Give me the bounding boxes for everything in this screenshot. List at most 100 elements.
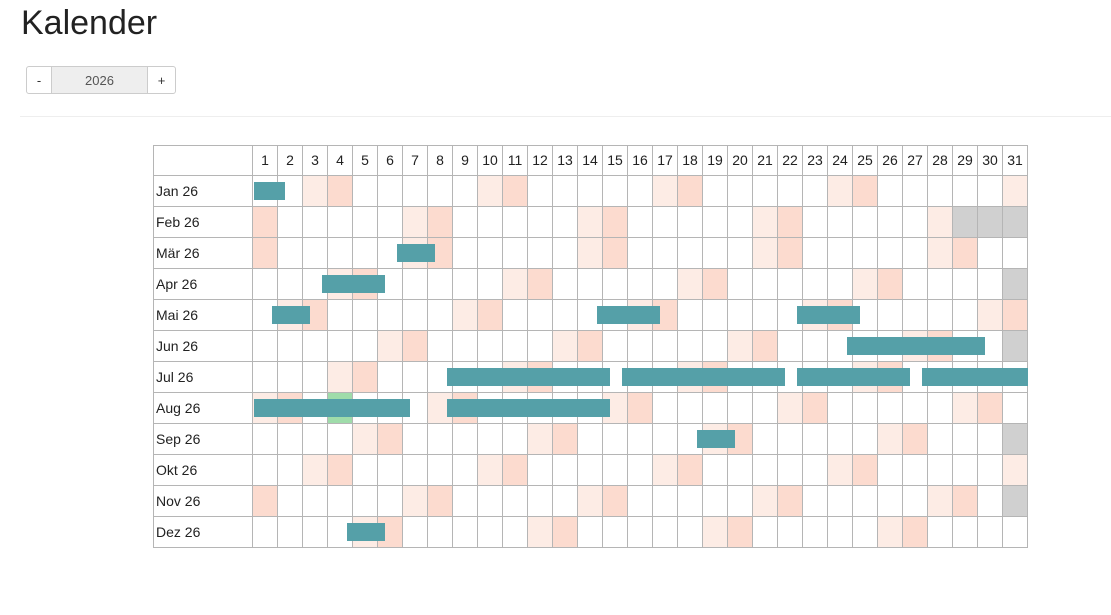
day-cell (728, 486, 753, 517)
day-cell (878, 486, 903, 517)
day-cell (778, 331, 803, 362)
year-input[interactable]: 2026 (51, 66, 148, 94)
day-header: 23 (803, 145, 828, 176)
day-cell (878, 207, 903, 238)
day-cell (903, 517, 928, 548)
day-cell (978, 238, 1003, 269)
day-cell (253, 362, 278, 393)
day-cell (403, 207, 428, 238)
day-header: 19 (703, 145, 728, 176)
day-cell (803, 238, 828, 269)
day-cell (403, 176, 428, 207)
day-cell (753, 207, 778, 238)
day-cell (728, 269, 753, 300)
day-cell (278, 238, 303, 269)
day-header: 7 (403, 145, 428, 176)
day-header: 4 (328, 145, 353, 176)
day-cell (853, 393, 878, 424)
day-cell (978, 517, 1003, 548)
month-label: Aug 26 (153, 393, 253, 424)
day-cell (578, 207, 603, 238)
day-cell (303, 331, 328, 362)
day-cell (478, 517, 503, 548)
day-cell (1003, 269, 1028, 300)
day-header: 21 (753, 145, 778, 176)
day-cell (878, 517, 903, 548)
day-cell (1003, 486, 1028, 517)
day-cell (478, 207, 503, 238)
day-cell (978, 424, 1003, 455)
day-cell (928, 455, 953, 486)
month-label: Jul 26 (153, 362, 253, 393)
day-cell (703, 331, 728, 362)
day-cell (403, 300, 428, 331)
day-cell (903, 176, 928, 207)
day-cell (253, 486, 278, 517)
day-cell (478, 455, 503, 486)
day-header: 30 (978, 145, 1003, 176)
table-border (153, 145, 1028, 548)
day-cell (928, 424, 953, 455)
day-cell (953, 207, 978, 238)
day-cell (778, 517, 803, 548)
day-cell (453, 300, 478, 331)
day-cell (653, 207, 678, 238)
day-cell (253, 269, 278, 300)
day-cell (953, 455, 978, 486)
day-cell (328, 331, 353, 362)
event-bar (254, 399, 410, 417)
day-cell (653, 238, 678, 269)
day-cell (403, 424, 428, 455)
day-cell (503, 207, 528, 238)
increment-button[interactable]: + (147, 66, 176, 94)
day-cell (603, 238, 628, 269)
day-cell (428, 517, 453, 548)
day-header: 26 (878, 145, 903, 176)
day-cell (378, 331, 403, 362)
day-cell (828, 486, 853, 517)
day-cell (878, 269, 903, 300)
day-cell (978, 176, 1003, 207)
day-cell (778, 455, 803, 486)
day-cell (478, 424, 503, 455)
day-cell (328, 486, 353, 517)
day-cell (553, 207, 578, 238)
day-cell (603, 517, 628, 548)
day-cell (678, 269, 703, 300)
day-cell (353, 238, 378, 269)
day-cell (828, 238, 853, 269)
day-cell (328, 362, 353, 393)
day-cell (703, 455, 728, 486)
day-cell (378, 207, 403, 238)
day-cell (578, 517, 603, 548)
day-cell (353, 331, 378, 362)
day-cell (753, 455, 778, 486)
event-bar (447, 399, 610, 417)
day-cell (653, 393, 678, 424)
day-cell (853, 455, 878, 486)
day-cell (953, 424, 978, 455)
day-header: 1 (253, 145, 278, 176)
day-cell (903, 455, 928, 486)
day-cell (678, 486, 703, 517)
day-cell (1003, 455, 1028, 486)
day-cell (278, 486, 303, 517)
day-cell (978, 455, 1003, 486)
day-cell (553, 424, 578, 455)
day-cell (553, 300, 578, 331)
day-cell (628, 207, 653, 238)
day-cell (528, 176, 553, 207)
day-cell (378, 176, 403, 207)
day-cell (678, 455, 703, 486)
day-cell (1003, 176, 1028, 207)
day-cell (803, 486, 828, 517)
day-cell (553, 455, 578, 486)
decrement-button[interactable]: - (26, 66, 52, 94)
day-header: 10 (478, 145, 503, 176)
day-cell (553, 331, 578, 362)
day-cell (903, 300, 928, 331)
day-cell (378, 300, 403, 331)
month-label: Dez 26 (153, 517, 253, 548)
day-cell (878, 176, 903, 207)
